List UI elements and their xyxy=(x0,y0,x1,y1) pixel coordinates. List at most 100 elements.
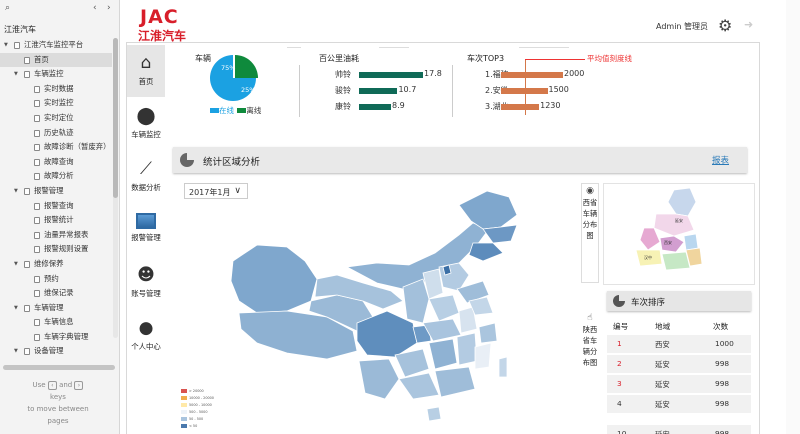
outline-item[interactable]: 车辆字典管理 xyxy=(0,330,112,345)
province-region-hanzhong[interactable] xyxy=(635,249,663,267)
outline-item[interactable]: 车辆信息 xyxy=(0,315,112,330)
top3-bar[interactable] xyxy=(501,104,540,110)
outline-item[interactable]: ▼ 车辆管理 xyxy=(0,301,112,316)
nav-item-4[interactable]: ☻ 账号管理 xyxy=(127,257,165,309)
gear-icon[interactable]: ⚙ xyxy=(718,16,733,35)
chevron-left-icon[interactable]: ‹ xyxy=(93,3,97,13)
fuel-bar[interactable] xyxy=(359,104,391,110)
outline-item[interactable]: 预约 xyxy=(0,272,112,287)
nav-item-2[interactable]: ⟋ 数据分析 xyxy=(127,151,165,203)
table-row[interactable]: 1 西安 1000 xyxy=(607,335,751,353)
province-region-ankang[interactable] xyxy=(661,251,691,271)
outline-item-label: 车辆字典管理 xyxy=(44,331,89,341)
map-region-fujian[interactable] xyxy=(474,342,492,370)
outline-item[interactable]: ▼ 车辆监控 xyxy=(0,67,112,82)
map-region-sichuan[interactable] xyxy=(356,310,418,358)
map-region-jilin[interactable] xyxy=(482,224,518,244)
map-region-guizhou[interactable] xyxy=(394,348,430,378)
outline-item[interactable]: 故障分析 xyxy=(0,169,112,184)
fuel-bar[interactable] xyxy=(359,88,398,94)
outline-hscrollbar[interactable] xyxy=(3,365,115,370)
map-region-henan[interactable] xyxy=(428,294,460,322)
map-region-guangxi[interactable] xyxy=(398,372,440,400)
map-region-shaanxi[interactable] xyxy=(402,278,430,324)
outline-item[interactable]: ▼ 江淮汽车监控平台 xyxy=(0,38,112,53)
province-region-west[interactable] xyxy=(639,227,661,251)
user-name[interactable]: Admin 管理员 xyxy=(656,22,709,31)
outline-item[interactable]: ▼ 维修保养 xyxy=(0,257,112,272)
map-region-zhejiang[interactable] xyxy=(478,322,498,344)
nav-item-1[interactable]: ⬤ 车辆监控 xyxy=(127,98,165,150)
nav-item-0[interactable]: ⌂ 首页 xyxy=(127,45,165,97)
outline-item[interactable]: 故障查询 xyxy=(0,155,112,170)
page-icon xyxy=(14,42,20,49)
province-region-shangluo[interactable] xyxy=(685,247,703,267)
table-row[interactable]: 3 延安 998 xyxy=(607,375,751,393)
outline-item[interactable]: 实时定位 xyxy=(0,111,112,126)
map-region-xizang[interactable] xyxy=(238,310,358,360)
logo-chinese: 江淮汽车 xyxy=(138,29,187,43)
chevron-right-icon[interactable]: › xyxy=(107,3,111,13)
map-region-shandong[interactable] xyxy=(456,280,490,304)
chevron-down-icon[interactable]: ▼ xyxy=(14,304,18,311)
top3-bar[interactable] xyxy=(501,72,563,78)
map-region-shanxi[interactable] xyxy=(422,268,444,300)
outline-item[interactable]: ▼ 设备管理 xyxy=(0,344,112,359)
map-region-liaoning[interactable] xyxy=(468,242,504,262)
province-region-xian[interactable] xyxy=(659,235,685,253)
top3-bar[interactable] xyxy=(501,88,548,94)
report-link[interactable]: 报表 xyxy=(711,156,729,166)
map-region-hubei[interactable] xyxy=(422,318,462,342)
chevron-down-icon[interactable]: ▼ xyxy=(14,348,18,355)
map-region-taiwan[interactable] xyxy=(498,356,508,378)
logout-icon[interactable]: ➜ xyxy=(744,18,754,31)
outline-item[interactable]: 实时监控 xyxy=(0,96,112,111)
map-region-gansu[interactable] xyxy=(314,274,404,310)
nav-item-3[interactable]: 报警管理 xyxy=(127,204,165,256)
map-region-heilongjiang[interactable] xyxy=(458,190,518,230)
outline-item[interactable]: 报警查询 xyxy=(0,199,112,214)
fuel-bar[interactable] xyxy=(359,72,423,78)
outline-scrollbar[interactable] xyxy=(113,38,118,338)
map-region-hunan[interactable] xyxy=(428,338,458,370)
outline-item[interactable]: 实时数据 xyxy=(0,82,112,97)
map-region-jiangxi[interactable] xyxy=(456,332,478,366)
outline-item-label: 故障诊断（暂废弃） xyxy=(44,142,111,152)
outline-item[interactable]: ▼ 报警管理 xyxy=(0,184,112,199)
outline-item[interactable]: 报警规则设置 xyxy=(0,242,112,257)
table-row[interactable]: 4 延安 998 xyxy=(607,395,751,413)
nav-item-5[interactable]: ● 个人中心 xyxy=(127,310,165,362)
province-map-tab[interactable]: ◉ 西省车辆分布图 xyxy=(581,183,599,283)
map-region-xinjiang[interactable] xyxy=(230,244,318,314)
row-count: 998 xyxy=(715,379,730,388)
map-region-guangdong[interactable] xyxy=(434,366,476,398)
province-region-north[interactable] xyxy=(667,187,697,217)
map-region-hainan[interactable] xyxy=(426,406,442,422)
map-region-anhui[interactable] xyxy=(458,306,478,334)
chevron-down-icon[interactable]: ▼ xyxy=(14,187,18,194)
outline-item[interactable]: 油量异常报表 xyxy=(0,228,112,243)
table-row[interactable]: 2 延安 998 xyxy=(607,355,751,373)
pie-slice-online[interactable] xyxy=(210,55,256,101)
map-region-neimenggu[interactable] xyxy=(345,222,490,290)
outline-item[interactable]: 首页 xyxy=(0,52,112,68)
chevron-down-icon[interactable]: ▼ xyxy=(14,260,18,267)
map-region-jiangsu[interactable] xyxy=(468,296,494,316)
province-region-yanan[interactable] xyxy=(653,213,695,237)
search-icon[interactable]: ⌕ xyxy=(5,3,11,13)
outline-item[interactable]: 故障诊断（暂废弃） xyxy=(0,140,112,155)
province-region-weinan[interactable] xyxy=(683,233,699,251)
outline-item[interactable]: 报警统计 xyxy=(0,213,112,228)
table-row[interactable]: 10 延安 998 xyxy=(607,425,751,434)
outline-item[interactable]: 维保记录 xyxy=(0,286,112,301)
chevron-down-icon[interactable]: ▼ xyxy=(14,71,18,78)
ranking-tab[interactable]: ☝ 陕西省车辆分布图 xyxy=(581,311,599,434)
map-region-beijing[interactable] xyxy=(442,264,452,276)
outline-scroll-thumb[interactable] xyxy=(113,38,118,198)
pie-slice-offline[interactable] xyxy=(235,55,258,78)
map-region-yunnan[interactable] xyxy=(358,358,400,400)
chevron-down-icon[interactable]: ▼ xyxy=(4,42,8,48)
outline-item[interactable]: 历史轨迹 xyxy=(0,126,112,141)
outline-item-label: 江淮汽车监控平台 xyxy=(24,40,84,49)
month-select[interactable]: 2017年1月 ∨ xyxy=(184,183,248,199)
